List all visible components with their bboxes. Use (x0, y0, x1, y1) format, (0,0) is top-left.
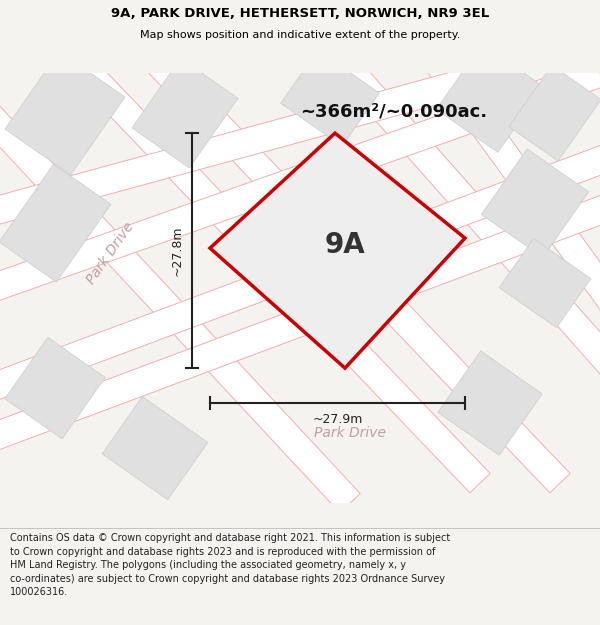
Polygon shape (120, 24, 570, 492)
Text: Park Drive: Park Drive (83, 219, 136, 287)
Polygon shape (0, 59, 503, 237)
Polygon shape (5, 51, 125, 175)
Polygon shape (0, 160, 600, 466)
Polygon shape (499, 239, 591, 328)
Text: Park Drive: Park Drive (314, 426, 386, 440)
Polygon shape (102, 396, 208, 500)
Polygon shape (244, 146, 416, 321)
Polygon shape (0, 64, 360, 512)
Polygon shape (481, 149, 589, 258)
Polygon shape (509, 65, 600, 161)
Text: 9A, PARK DRIVE, HETHERSETT, NORWICH, NR9 3EL: 9A, PARK DRIVE, HETHERSETT, NORWICH, NR9… (111, 7, 489, 20)
Polygon shape (281, 50, 379, 146)
Text: ~27.9m: ~27.9m (313, 413, 362, 426)
Text: Contains OS data © Crown copyright and database right 2021. This information is : Contains OS data © Crown copyright and d… (10, 533, 450, 598)
Polygon shape (0, 60, 600, 316)
Polygon shape (0, 110, 600, 416)
Polygon shape (280, 0, 600, 452)
Text: 9A: 9A (325, 231, 365, 259)
Polygon shape (132, 58, 238, 168)
Polygon shape (40, 24, 490, 492)
Polygon shape (368, 0, 600, 431)
Polygon shape (210, 133, 465, 368)
Polygon shape (5, 338, 105, 439)
Text: Map shows position and indicative extent of the property.: Map shows position and indicative extent… (140, 29, 460, 39)
Text: ~366m²/~0.090ac.: ~366m²/~0.090ac. (300, 102, 487, 120)
Polygon shape (0, 164, 111, 282)
Text: ~27.8m: ~27.8m (171, 226, 184, 276)
Polygon shape (436, 44, 544, 152)
Polygon shape (438, 351, 542, 456)
